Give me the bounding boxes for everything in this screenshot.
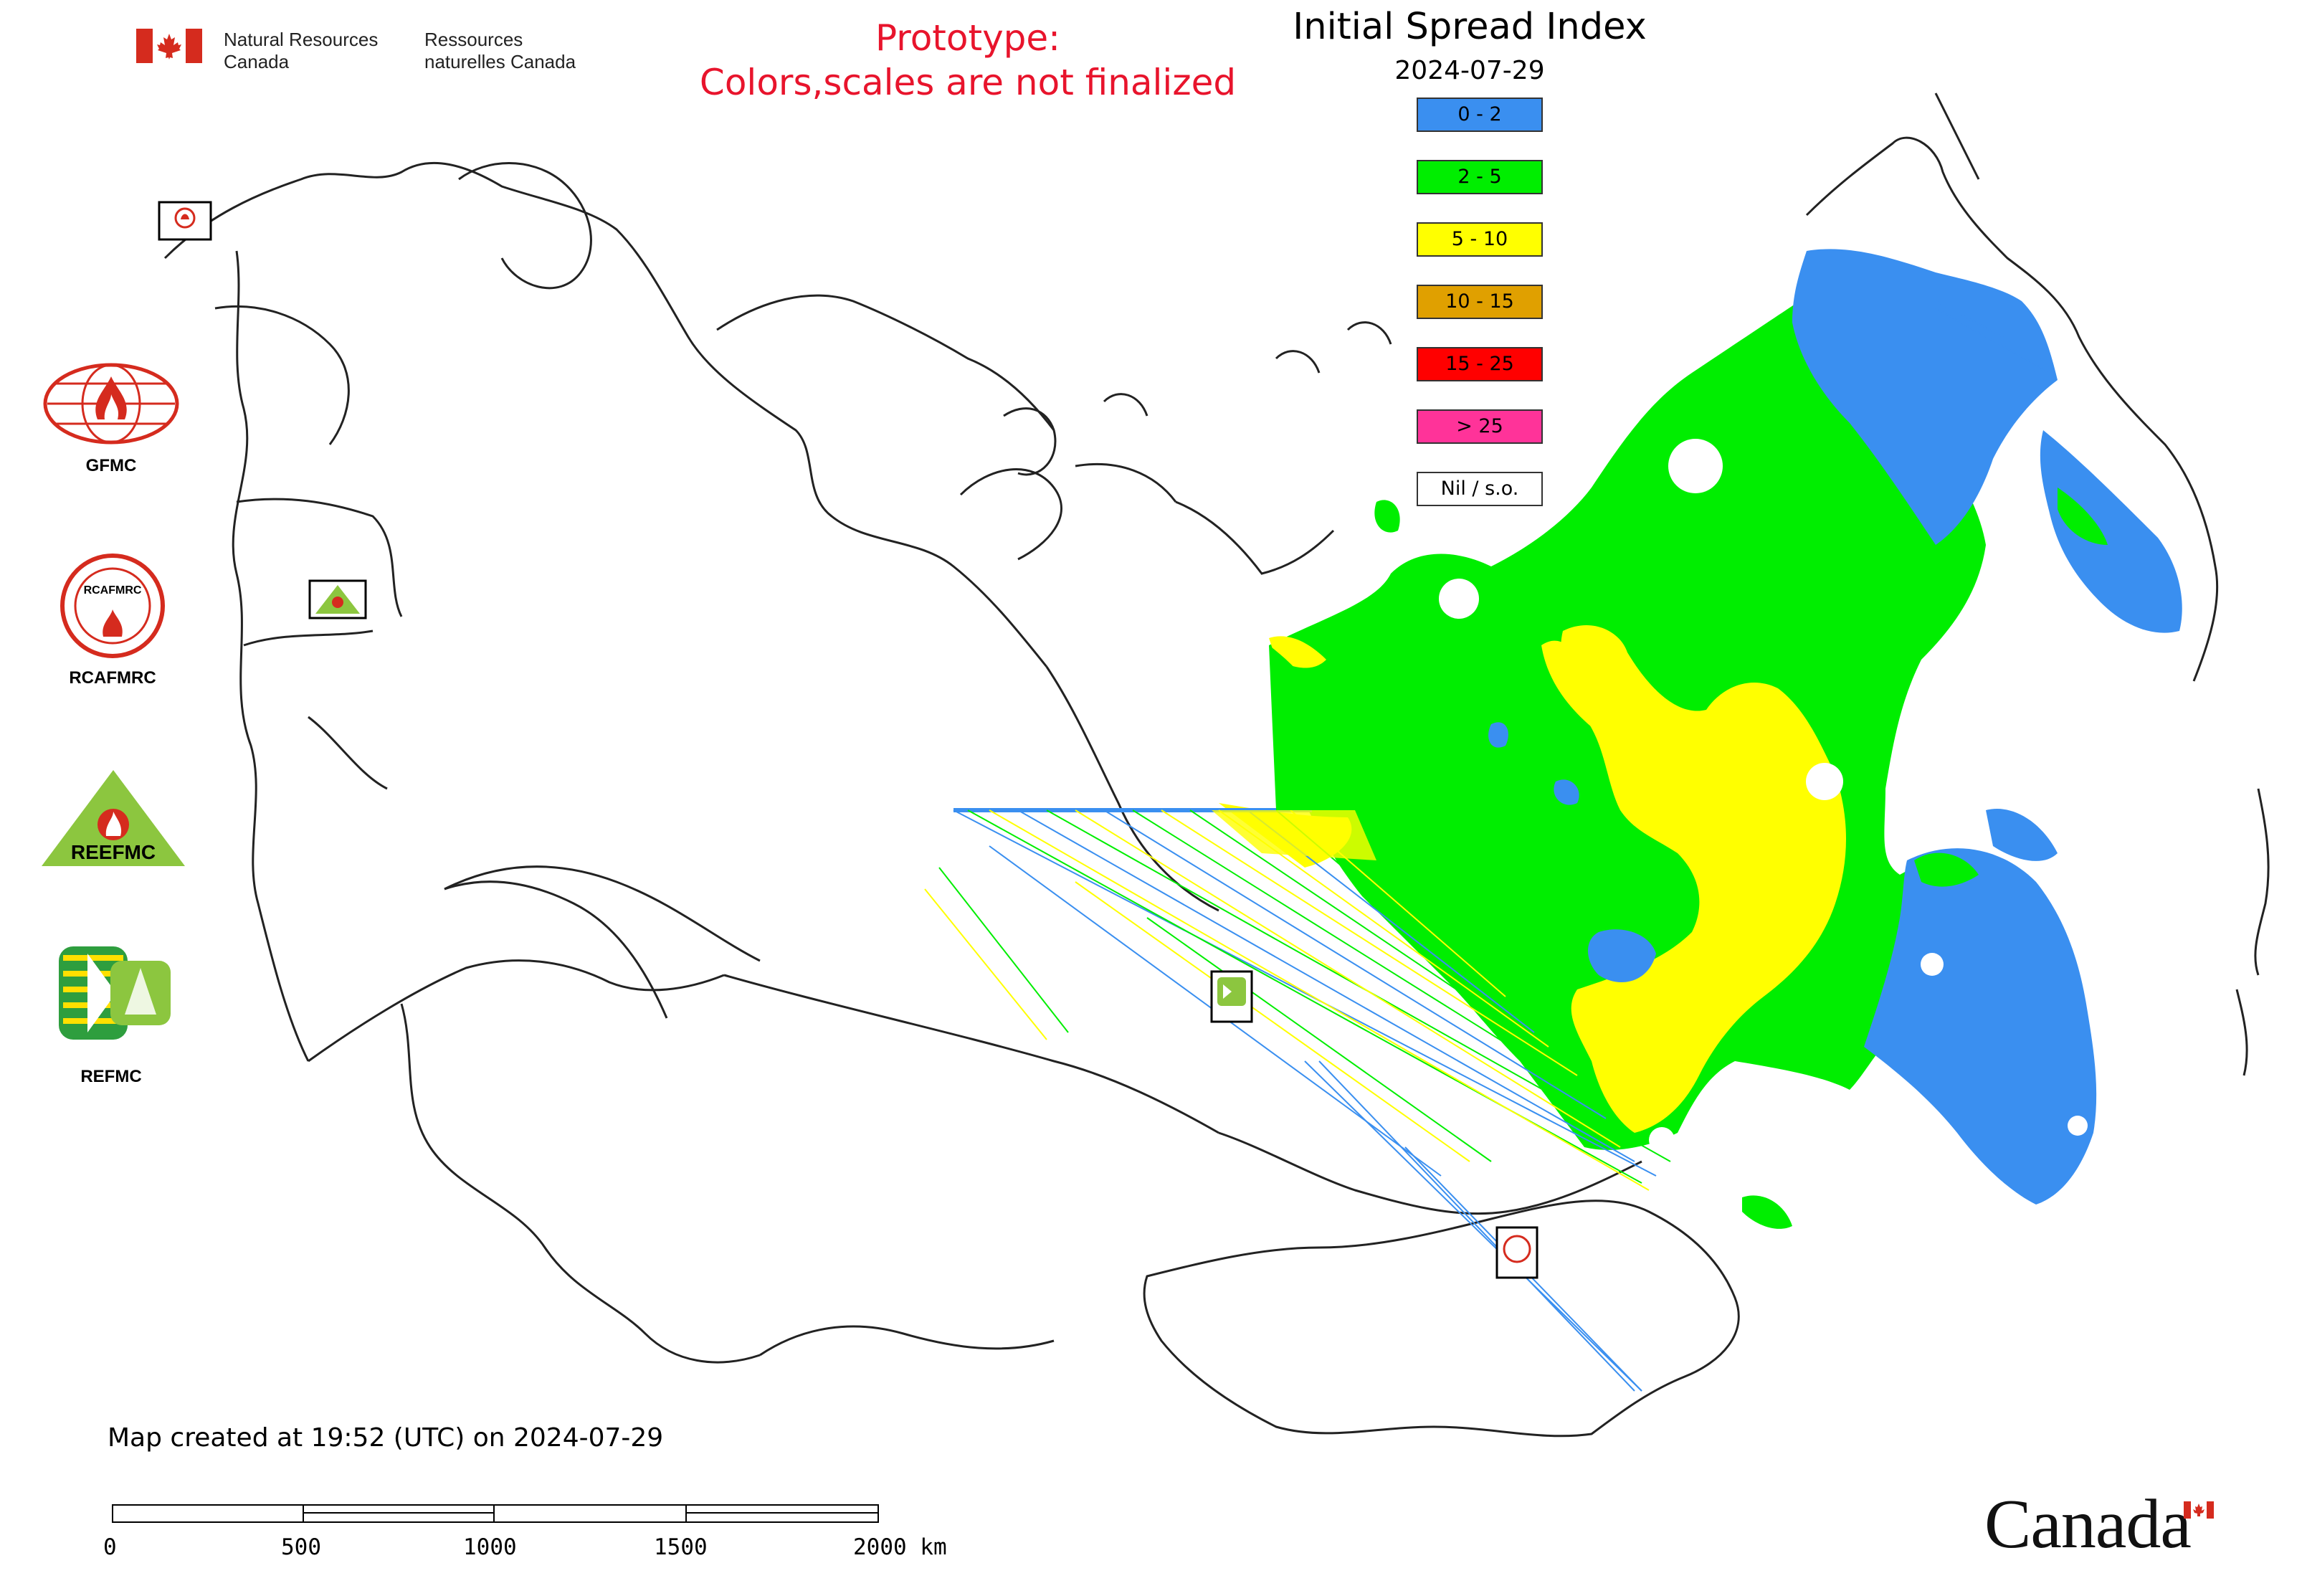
refmc-map-marker [1210, 970, 1253, 1023]
isi-yellow-area [1561, 624, 1846, 1133]
department-name-en: Natural Resources Canada [224, 29, 379, 72]
reefmc-logo: REEFMC [42, 770, 185, 866]
refmc-logo [59, 946, 171, 1040]
scale-label: 1000 [463, 1534, 517, 1560]
reefmc-map-marker [308, 579, 367, 619]
legend-item: 10 - 15 [1417, 285, 1543, 319]
rcafmrc-caption: RCAFMRC [69, 668, 156, 688]
svg-text:REEFMC: REEFMC [71, 841, 156, 863]
prototype-notice: Prototype: Colors,scales are not finaliz… [645, 16, 1290, 105]
scale-label: 2000 km [853, 1534, 947, 1560]
scale-label: 500 [281, 1534, 321, 1560]
map-title: Initial Spread Index [1293, 6, 1647, 48]
prototype-line-2: Colors,scales are not finalized [699, 62, 1237, 103]
nrcan-signature: Natural Resources Canada Ressources natu… [136, 29, 604, 73]
legend-item: 2 - 5 [1417, 160, 1543, 194]
map-created-note: Map created at 19:52 (UTC) on 2024-07-29 [108, 1423, 664, 1453]
canada-wordmark: Canada [1984, 1486, 2192, 1563]
rcafmrc-map-marker [1495, 1226, 1538, 1279]
department-name-fr: Ressources naturelles Canada [424, 29, 576, 72]
map-markers [158, 201, 1538, 1279]
scale-label: 0 [103, 1534, 117, 1560]
scale-label: 1500 [654, 1534, 708, 1560]
wordmark-flag-icon [2184, 1501, 2214, 1519]
isi-blue-area [1792, 249, 2058, 545]
scale-bar [112, 1504, 879, 1523]
refmc-caption: REFMC [80, 1067, 142, 1086]
gfmc-map-marker [158, 201, 212, 241]
canada-flag-icon [136, 29, 202, 63]
isi-raster [924, 249, 2182, 1392]
map-date: 2024-07-29 [1394, 56, 1545, 85]
gfmc-logo [43, 363, 179, 445]
legend-item: 15 - 25 [1417, 347, 1543, 381]
svg-text:RCAFMRC: RCAFMRC [84, 584, 142, 597]
prototype-line-1: Prototype: [875, 17, 1061, 59]
legend-item: 0 - 2 [1417, 98, 1543, 132]
legend-item: 5 - 10 [1417, 222, 1543, 257]
isi-streaks [924, 300, 2051, 1392]
legend-item: Nil / s.o. [1417, 472, 1543, 506]
rcafmrc-logo: RCAFMRC [60, 554, 165, 658]
legend-item: > 25 [1417, 409, 1543, 444]
gfmc-caption: GFMC [85, 456, 137, 475]
country-boundaries [163, 92, 2270, 1438]
